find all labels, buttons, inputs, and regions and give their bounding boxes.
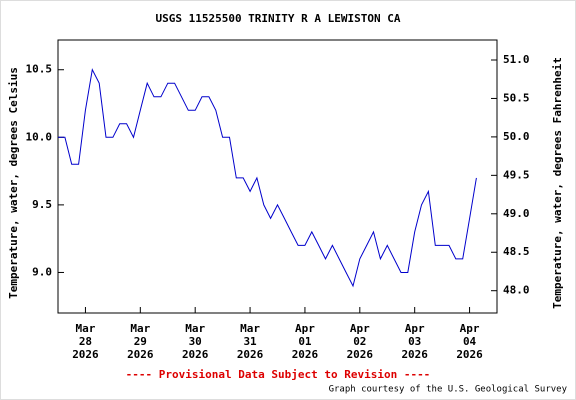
x-tick-label: Apr 01 2026 <box>291 322 319 361</box>
x-tick-label: Mar 28 2026 <box>72 322 99 361</box>
x-tick-label: Mar 29 2026 <box>127 322 154 361</box>
x-tick-label: Apr 04 2026 <box>456 322 483 361</box>
credit: Graph courtesy of the U.S. Geological Su… <box>329 385 568 395</box>
y-tick-label: 10.5 <box>26 63 53 76</box>
y2-tick-label: 49.0 <box>503 207 530 220</box>
y-tick-label: 9.0 <box>32 265 52 278</box>
y2-tick-label: 50.5 <box>503 91 530 104</box>
chart-title: USGS 11525500 TRINITY R A LEWISTON CA <box>155 12 400 25</box>
y2-tick-label: 51.0 <box>503 53 530 66</box>
y2-axis-label: Temperature, water, degrees Fahrenheit <box>551 57 564 309</box>
x-tick-label: Apr 03 2026 <box>401 322 428 361</box>
y2-tick-label: 48.5 <box>503 245 530 258</box>
y-axis-label: Temperature, water, degrees Celsius <box>7 67 20 299</box>
data-line <box>58 68 477 288</box>
x-tick-label: Mar 30 2026 <box>181 322 209 361</box>
plot-frame <box>57 39 498 314</box>
y-tick-label: 10.0 <box>26 130 53 143</box>
y-tick-label: 9.5 <box>32 198 52 211</box>
x-tick-label: Mar 31 2026 <box>236 322 264 361</box>
y2-tick-label: 48.0 <box>503 284 530 297</box>
footer: ---- Provisional Data Subject to Revisio… <box>126 368 431 381</box>
x-tick-label: Apr 02 2026 <box>346 322 374 361</box>
y2-tick-label: 49.5 <box>503 168 530 181</box>
y2-tick-label: 50.0 <box>503 130 530 143</box>
